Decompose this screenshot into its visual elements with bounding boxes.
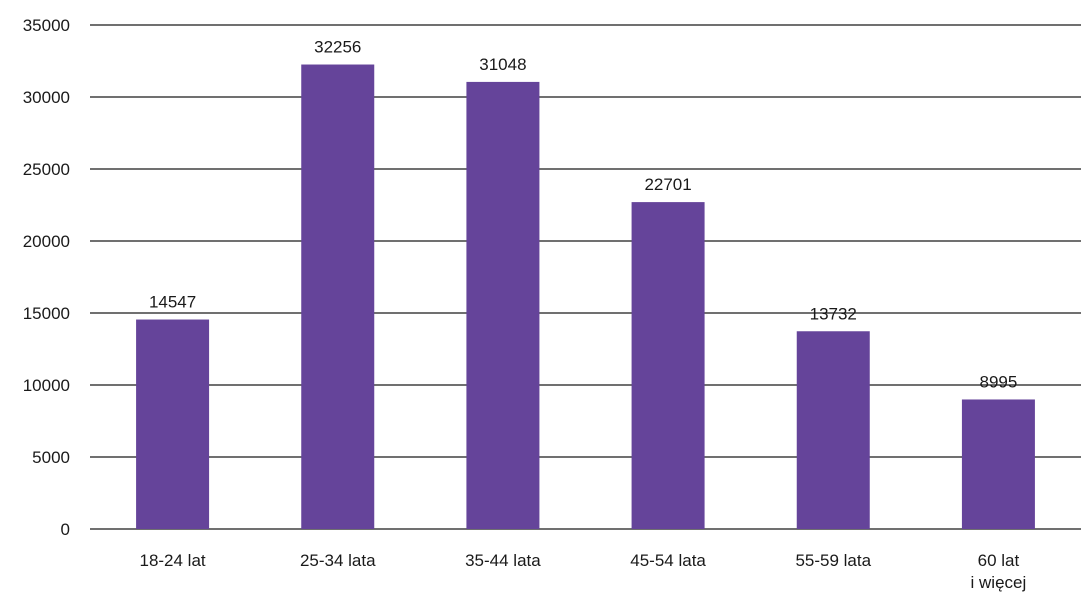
y-tick-label: 15000 [23,304,70,323]
bar [301,64,375,529]
x-category-label: 18-24 lat [139,551,205,570]
bar [796,331,870,529]
x-category-label: i więcej [971,573,1027,592]
x-category-label: 45-54 lata [630,551,706,570]
y-tick-label: 35000 [23,16,70,35]
x-category-label: 60 lat [978,551,1020,570]
y-tick-label: 20000 [23,232,70,251]
bar [961,399,1035,529]
bar [466,81,540,529]
y-tick-label: 10000 [23,376,70,395]
y-tick-label: 0 [61,520,70,539]
bar [631,202,705,530]
y-axis-ticks: 0 5000 10000 15000 20000 25000 30000 35000 [23,16,70,539]
data-label: 13732 [810,304,857,323]
data-label: 14547 [149,293,196,312]
gridlines [90,24,1081,530]
data-label: 22701 [644,175,691,194]
y-tick-label: 5000 [32,448,70,467]
data-label: 31048 [479,55,526,74]
bar [136,319,210,529]
x-category-label: 35-44 lata [465,551,541,570]
x-category-label: 25-34 lata [300,551,376,570]
x-axis-categories: 18-24 lat 25-34 lata 35-44 lata 45-54 lata 5… [139,551,1026,592]
data-label: 8995 [980,372,1018,391]
bars [136,64,1035,530]
y-tick-label: 30000 [23,88,70,107]
data-label: 32256 [314,38,361,57]
y-tick-label: 25000 [23,160,70,179]
data-labels: 14547 32256 31048 22701 13732 8995 [149,38,1017,392]
x-category-label: 55-59 lata [795,551,871,570]
